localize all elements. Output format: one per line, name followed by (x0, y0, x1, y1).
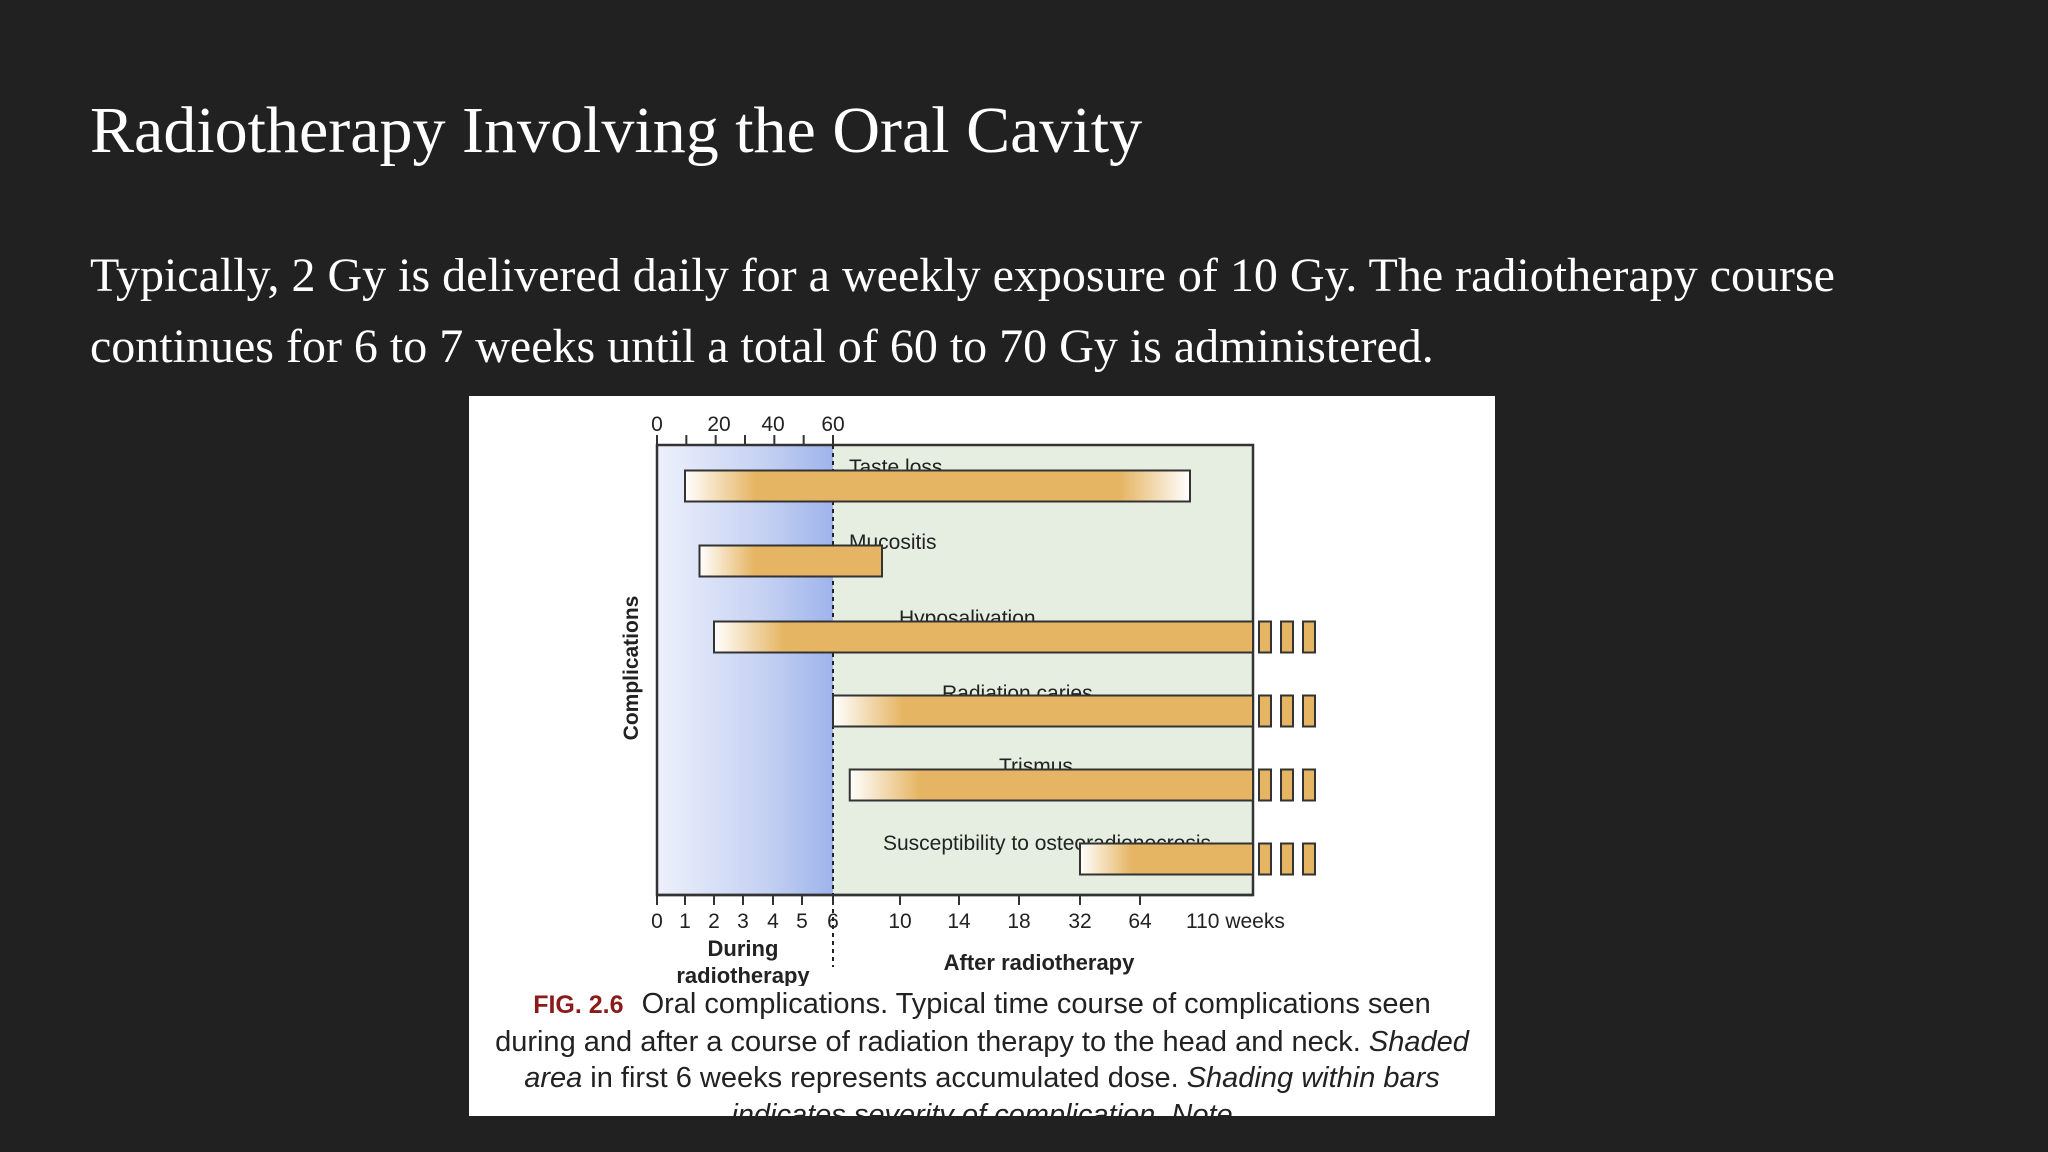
bar-continuation-segment (1258, 620, 1272, 654)
bar-outline (1079, 842, 1254, 876)
bar-fade-start (849, 769, 920, 801)
bar-outline (713, 620, 1254, 654)
y-axis-label: Complications (620, 596, 643, 741)
bar-fill (685, 470, 1190, 502)
slide-title: Radiotherapy Involving the Oral Cavity (90, 94, 1143, 167)
bar-fade-start (699, 545, 755, 577)
dose-tick-label: 60 (821, 413, 844, 436)
bar-continuation-segment (1302, 768, 1316, 802)
bar-continuation-segment (1280, 768, 1294, 802)
bar-fade-start (1080, 843, 1132, 875)
bar-fade-start (685, 470, 755, 502)
x-tick-label: 5 (796, 910, 808, 933)
x-tick-label: 6 (827, 910, 839, 933)
dose-shaded-area (657, 445, 833, 895)
x-tick-label: 18 (1007, 910, 1030, 933)
slide-body-text: Typically, 2 Gy is delivered daily for a… (90, 249, 1835, 373)
bar-fill (714, 621, 1253, 653)
x-tick-label: 0 (651, 910, 663, 933)
bar-continuation-segment (1302, 842, 1316, 876)
bar-outline (848, 768, 1254, 802)
bar-continuation-segment (1258, 694, 1272, 728)
bar-continuation-segment (1280, 842, 1294, 876)
caption-text-3: Shading within bars indicates severity o… (731, 1062, 1440, 1116)
x-tick-label: 32 (1068, 910, 1091, 933)
dose-tick-label: 40 (761, 413, 784, 436)
figure-caption: FIG. 2.6 Oral complications. Typical tim… (489, 986, 1475, 1116)
x-tick-label: 4 (767, 910, 779, 933)
bar-fade-end (1120, 470, 1190, 502)
during-label-line1: During (708, 936, 779, 961)
bar-continuation-segment (1280, 620, 1294, 654)
caption-italic-shaded-area: Shaded area (524, 1025, 1469, 1095)
after-radiotherapy-label: After radiotherapy (944, 950, 1135, 975)
during-label-line2: radiotherapy (676, 963, 810, 986)
bar-fade-start (714, 621, 784, 653)
figure-label: FIG. 2.6 (533, 991, 624, 1019)
x-tick-label: 10 (888, 910, 911, 933)
x-tick-label: 2 (708, 910, 720, 933)
bar-continuation-segment (1258, 768, 1272, 802)
after-radiotherapy-region (833, 445, 1253, 895)
dose-tick-label: 20 (707, 413, 730, 436)
x-tick-label: 64 (1128, 910, 1152, 933)
bar-continuation-segment (1280, 694, 1294, 728)
x-tick-label: 3 (737, 910, 749, 933)
dose-tick-label: 0 (651, 413, 663, 436)
bar-outline (698, 544, 883, 578)
bar-continuation-segment (1302, 620, 1316, 654)
bar-outline (832, 694, 1254, 728)
bar-outline (684, 469, 1191, 503)
bar-continuation-segment (1302, 694, 1316, 728)
caption-text-1: Oral complications. Typical time course … (495, 988, 1431, 1058)
x-tick-label: 1 (679, 910, 691, 933)
x-tick-label: 110 weeks (1186, 910, 1285, 933)
bar-continuation-segment (1258, 842, 1272, 876)
complications-chart: 0 20 40 600 1 2 3 4 5 6 10 14 18 32 64 110 weeksDuringr… (620, 413, 1316, 986)
figure-oral-complications: 0 20 40 60 0 1 2 3 4 5 6 10 14 18 32 64 110 weeks During r… (469, 396, 1495, 1116)
x-tick-label: 14 (947, 910, 971, 933)
bar-fade-start (833, 695, 903, 727)
caption-text-2: in first 6 weeks represents accumulated … (590, 1062, 1179, 1094)
